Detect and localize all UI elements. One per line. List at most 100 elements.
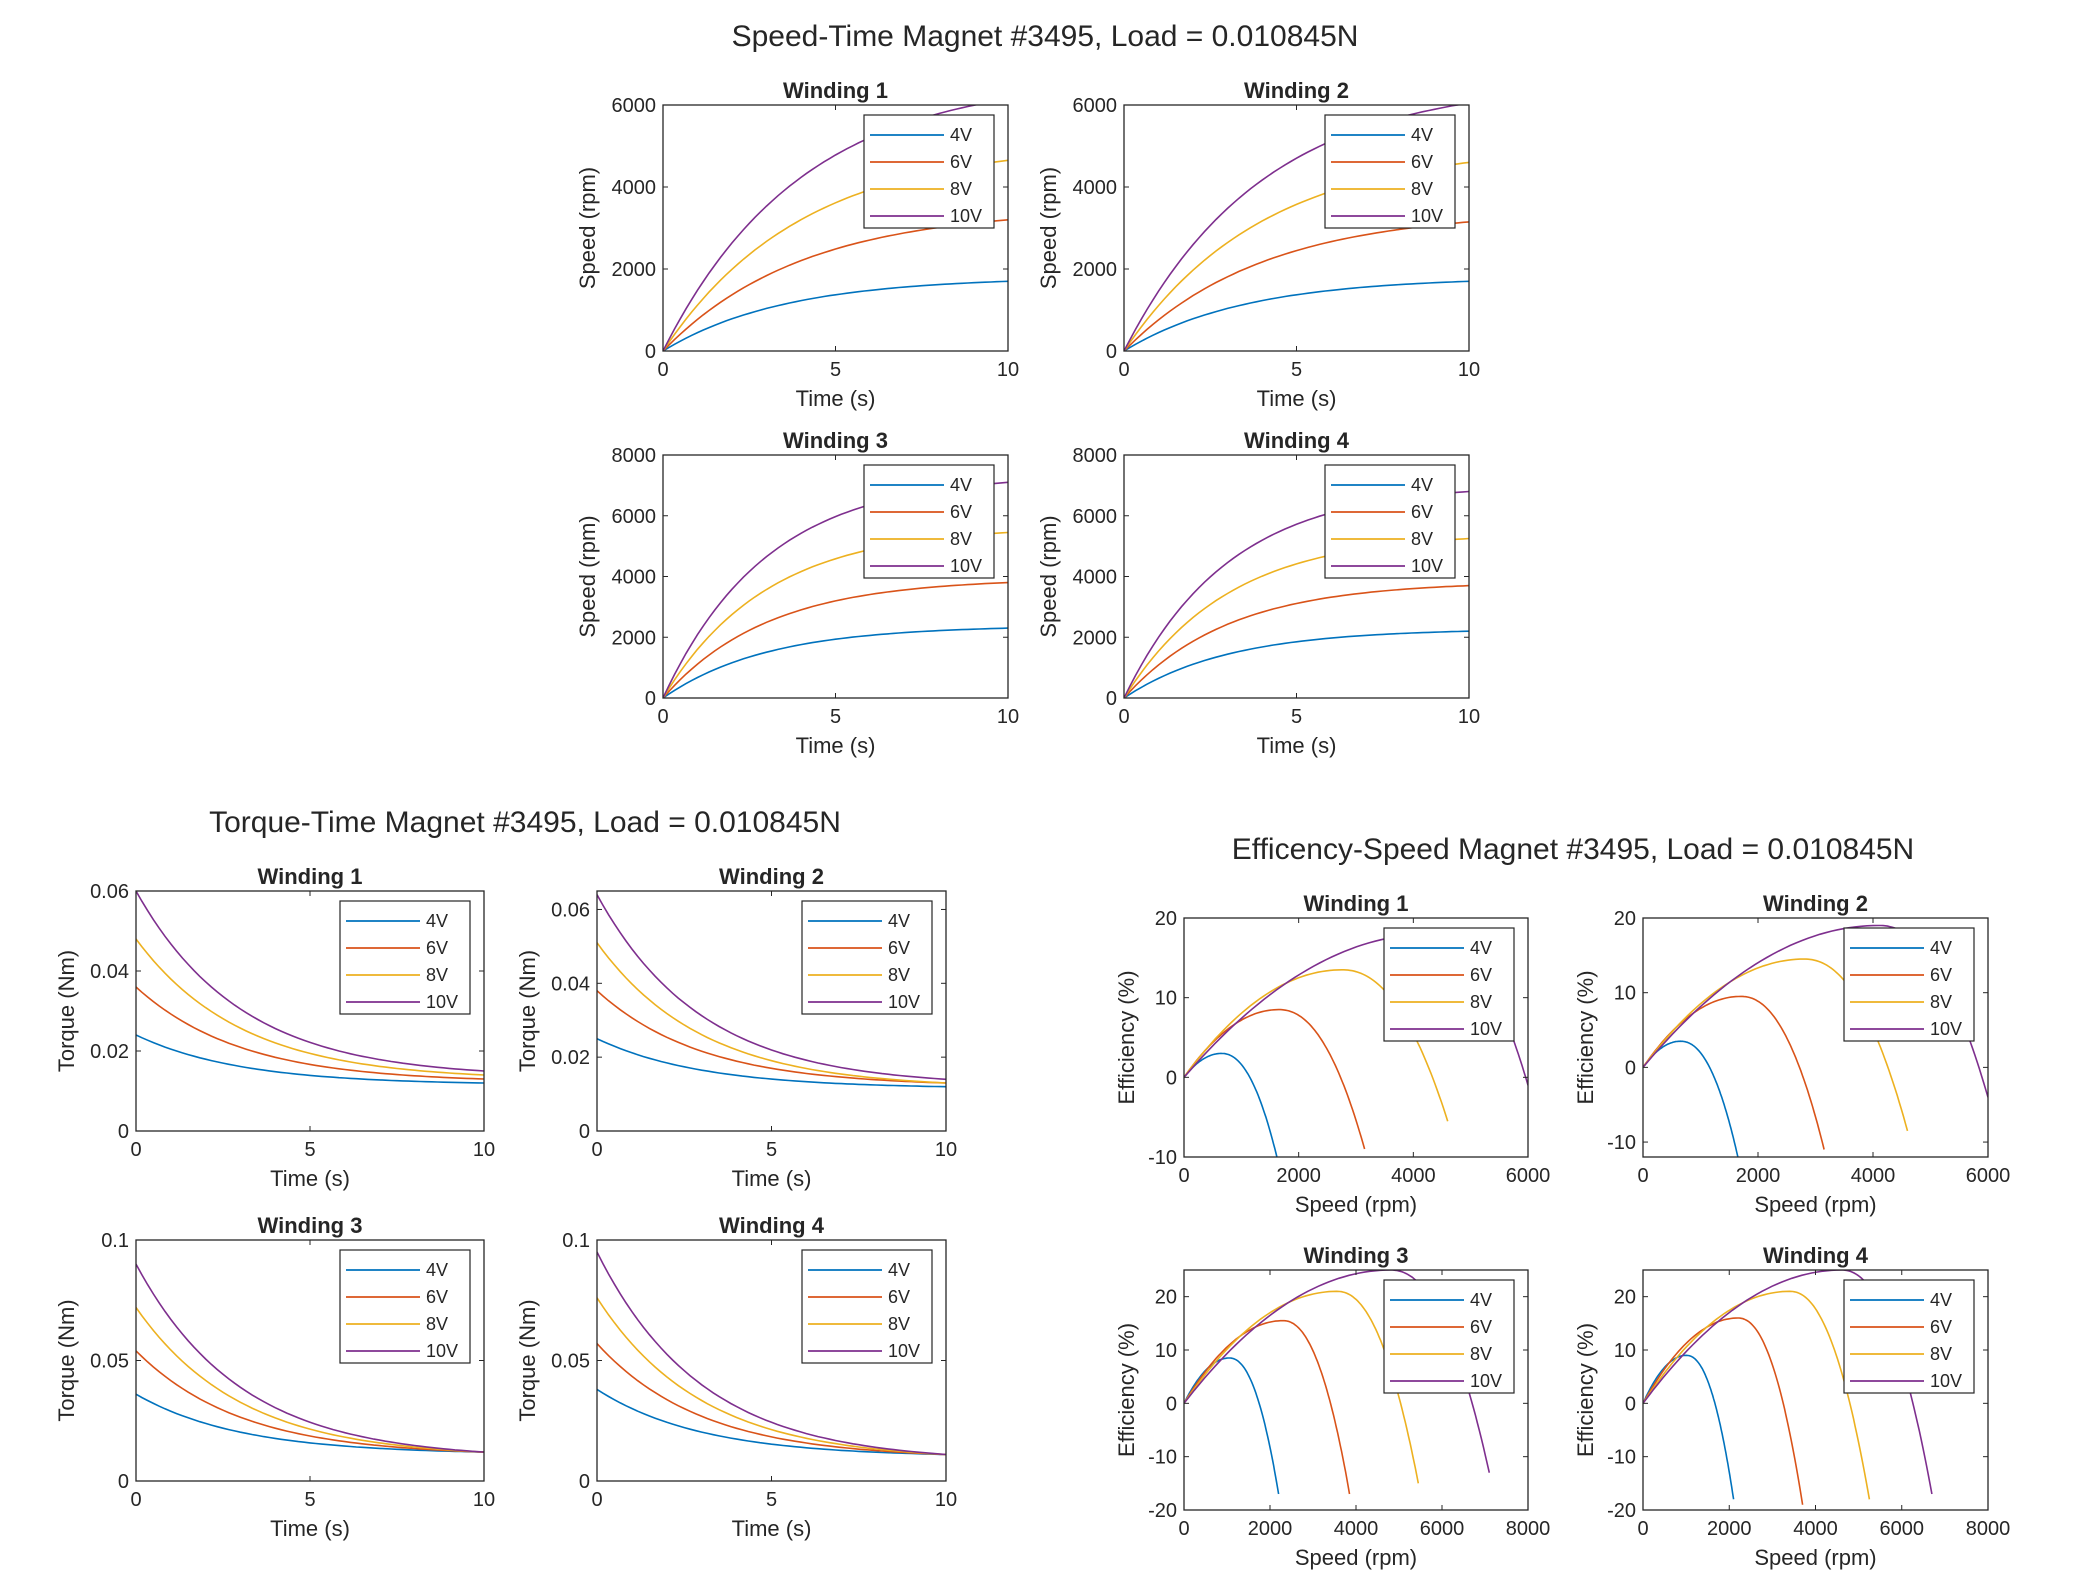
axes-speed_time-panel-3: 0 5 10 0 2000 4000 6000 8000 Winding 3 Time (s) Sp… [575,428,1019,758]
x-tick-label: 8000 [1506,1518,1551,1540]
x-tick-label: 10 [1458,359,1480,381]
series-line-4V [1643,1354,1735,1500]
y-axis-label: Speed (rpm) [575,515,600,637]
series-line-4V [136,1034,484,1084]
x-tick-label: 10 [935,1139,957,1161]
series-line-6V [1643,1317,1804,1505]
y-tick-label: 10 [1155,988,1177,1010]
y-axis-label: Efficiency (%) [1573,1323,1598,1457]
series-line-10V [663,105,979,351]
x-axis-label: Time (s) [796,733,876,758]
axes-speed_time-panel-4: 0 5 10 0 2000 4000 6000 8000 Winding 4 Time (s) Sp… [1036,428,1480,758]
panel-title: Winding 4 [1763,1243,1869,1268]
x-axis-label: Time (s) [1257,733,1337,758]
x-tick-label: 4000 [1391,1165,1436,1187]
y-tick-label: 20 [1614,1287,1636,1309]
legend-label-8V: 8V [1411,529,1433,549]
legend-label-8V: 8V [888,965,910,985]
y-tick-label: 0 [118,1121,129,1143]
legend-box [1383,1279,1515,1394]
legend-label-4V: 4V [1470,938,1492,958]
legend-label-6V: 6V [950,502,972,522]
legend-label-6V: 6V [1930,965,1952,985]
y-tick-label: 10 [1614,983,1636,1005]
series-line-10V [136,1263,484,1453]
legend-label-8V: 8V [1470,992,1492,1012]
y-axis-label: Efficiency (%) [1114,970,1139,1104]
panel-title: Winding 2 [719,864,824,889]
legend: 4V 6V 8V 10V [339,1249,471,1364]
series-line-6V [1184,1319,1351,1495]
legend: 4V 6V 8V 10V [863,464,995,579]
legend-label-6V: 6V [888,1287,910,1307]
y-tick-label: 0 [1625,1393,1636,1415]
legend-label-10V: 10V [1930,1019,1962,1039]
y-tick-label: 0 [1166,1067,1177,1089]
axes-efficiency_speed-panel-3: 0 2000 4000 6000 8000 -20 -10 0 10 20 Winding 3 Spe… [1114,1243,1550,1570]
series-line-6V [597,1343,946,1456]
legend: 4V 6V 8V 10V [1324,464,1456,579]
y-tick-label: 20 [1614,908,1636,930]
x-tick-label: 10 [473,1139,495,1161]
legend-label-4V: 4V [426,1260,448,1280]
legend-label-8V: 8V [950,529,972,549]
y-tick-label: 0.04 [551,973,590,995]
legend-label-10V: 10V [1411,206,1443,226]
series-line-4V [597,1388,946,1456]
legend-label-8V: 8V [1411,179,1433,199]
y-tick-label: 0 [1166,1393,1177,1415]
y-tick-label: 0.06 [551,899,590,921]
y-tick-label: 10 [1155,1340,1177,1362]
legend-label-6V: 6V [1470,965,1492,985]
x-tick-label: 10 [935,1489,957,1511]
panel-title: Winding 2 [1763,891,1868,916]
x-tick-label: 0 [1118,359,1129,381]
legend-label-6V: 6V [426,1287,448,1307]
axes-torque_time-panel-3: 0 5 10 0 0.05 0.1 Winding 3 Time (s) Torque (Nm)… [54,1213,495,1541]
legend-box [1843,1279,1975,1394]
y-tick-label: 4000 [1073,177,1118,199]
series-line-4V [663,627,1008,698]
series-line-8V [597,942,946,1084]
legend-label-4V: 4V [1930,938,1952,958]
y-tick-label: 6000 [1073,506,1118,528]
series-line-6V [663,581,1008,698]
y-tick-label: 2000 [612,627,657,649]
legend-label-4V: 4V [1411,125,1433,145]
series-line-4V [1124,630,1469,698]
y-tick-label: 0 [1625,1057,1636,1079]
legend-label-6V: 6V [1930,1317,1952,1337]
y-tick-label: 8000 [1073,445,1118,467]
y-tick-label: 0.02 [551,1047,590,1069]
series-line-6V [136,1350,484,1453]
x-tick-label: 0 [591,1489,602,1511]
legend-box [801,900,933,1015]
x-tick-label: 6000 [1420,1518,1465,1540]
axes-speed_time-panel-1: 0 5 10 0 2000 4000 6000 Winding 1 Time (s) Speed … [575,78,1019,411]
y-tick-label: -10 [1607,1132,1636,1154]
x-tick-label: 5 [766,1139,777,1161]
y-axis-label: Torque (Nm) [54,950,79,1072]
y-tick-label: 0.02 [90,1041,129,1063]
legend-label-4V: 4V [950,475,972,495]
y-tick-label: 20 [1155,908,1177,930]
legend: 4V 6V 8V 10V [1843,927,1975,1042]
x-tick-label: 10 [997,359,1019,381]
panel-title: Winding 4 [1244,428,1350,453]
x-tick-label: 10 [473,1489,495,1511]
legend-label-4V: 4V [1411,475,1433,495]
legend-box [1383,927,1515,1042]
series-line-6V [1184,1008,1366,1150]
legend-label-6V: 6V [1411,152,1433,172]
legend-label-6V: 6V [1470,1317,1492,1337]
x-tick-label: 4000 [1851,1165,1896,1187]
x-axis-label: Speed (rpm) [1754,1545,1876,1570]
legend: 4V 6V 8V 10V [1383,927,1515,1042]
y-tick-label: 20 [1155,1287,1177,1309]
efficiency-speed-figure-title: Efficency-Speed Magnet #3495, Load = 0.0… [1232,833,1914,866]
axes-frame [1642,917,1989,1158]
panel-title: Winding 3 [783,428,888,453]
series-line-8V [136,938,484,1076]
